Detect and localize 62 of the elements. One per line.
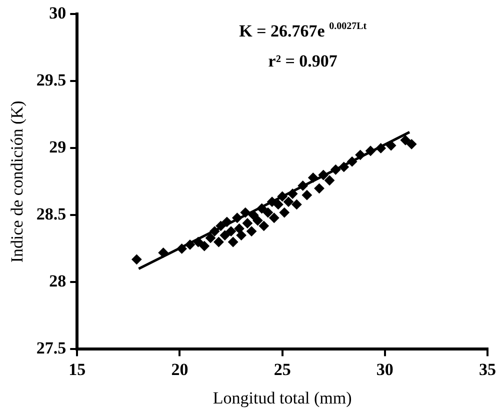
y-tick-label: 28.5 [36, 204, 66, 224]
point [400, 135, 410, 146]
point [292, 199, 302, 210]
point [376, 143, 386, 154]
point [184, 240, 195, 250]
point [220, 230, 230, 240]
point [324, 175, 335, 186]
point [262, 208, 273, 218]
y-tick-label: 28 [49, 272, 66, 291]
point [232, 212, 242, 223]
point [283, 196, 294, 207]
point [252, 216, 263, 226]
point [214, 237, 224, 247]
point [210, 226, 220, 236]
x-tick-label: 15 [68, 360, 86, 379]
point [314, 183, 324, 194]
x-axis-title: Longitud total (mm) [212, 388, 352, 408]
point [216, 220, 226, 231]
point [302, 190, 312, 200]
y-tick-label: 29.5 [36, 70, 66, 90]
y-tick-label: 29 [49, 138, 66, 157]
point [256, 204, 267, 214]
point [330, 164, 341, 175]
y-tick-label: 30 [49, 4, 66, 23]
point [338, 162, 349, 172]
point [318, 170, 328, 180]
x-tick-label: 35 [479, 360, 496, 379]
annotation: r² = 0.907 [268, 52, 338, 71]
point [226, 226, 236, 236]
point [132, 254, 142, 264]
point [406, 139, 417, 150]
point [228, 237, 238, 247]
point [248, 210, 259, 220]
point [158, 248, 168, 258]
annotation: K = 26.767e 0.0027Lt [239, 20, 368, 41]
point [199, 241, 210, 252]
point [355, 150, 366, 160]
point [288, 188, 298, 199]
point [176, 244, 187, 254]
point [206, 232, 216, 243]
point [236, 230, 246, 240]
point [298, 180, 308, 191]
y-axis-title: Indice de condición (K) [8, 100, 27, 263]
point [234, 224, 244, 234]
point [240, 208, 250, 218]
point [273, 199, 284, 210]
y-tick-label: 27.5 [36, 338, 66, 358]
point [269, 212, 280, 223]
x-tick-label: 30 [376, 360, 394, 379]
point [258, 220, 269, 231]
point [222, 216, 232, 227]
point [347, 156, 358, 167]
point [308, 172, 318, 183]
x-tick-label: 20 [171, 360, 188, 379]
point [242, 218, 252, 228]
point [193, 237, 204, 247]
point [246, 226, 257, 236]
x-tick-label: 25 [274, 360, 291, 379]
point [386, 140, 396, 151]
point [366, 146, 376, 156]
point [279, 208, 290, 218]
point [277, 191, 288, 202]
